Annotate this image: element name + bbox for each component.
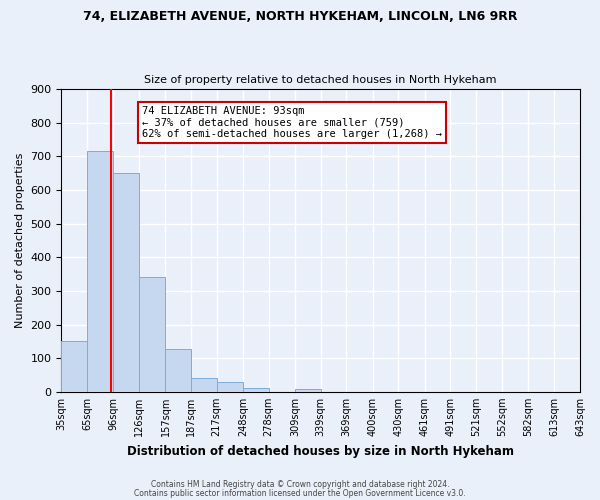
Bar [113, 173, 139, 392]
Bar [166, 348, 191, 392]
Bar [295, 389, 321, 392]
Text: 74, ELIZABETH AVENUE, NORTH HYKEHAM, LINCOLN, LN6 9RR: 74, ELIZABETH AVENUE, NORTH HYKEHAM, LIN… [83, 10, 517, 23]
Text: Contains HM Land Registry data © Crown copyright and database right 2024.: Contains HM Land Registry data © Crown c… [151, 480, 449, 489]
Bar [87, 152, 113, 392]
Bar [191, 378, 217, 392]
Text: Contains public sector information licensed under the Open Government Licence v3: Contains public sector information licen… [134, 488, 466, 498]
Text: 74 ELIZABETH AVENUE: 93sqm
← 37% of detached houses are smaller (759)
62% of sem: 74 ELIZABETH AVENUE: 93sqm ← 37% of deta… [142, 106, 442, 139]
Y-axis label: Number of detached properties: Number of detached properties [15, 152, 25, 328]
X-axis label: Distribution of detached houses by size in North Hykeham: Distribution of detached houses by size … [127, 444, 514, 458]
Bar [139, 278, 166, 392]
Bar [243, 388, 269, 392]
Bar [217, 382, 243, 392]
Title: Size of property relative to detached houses in North Hykeham: Size of property relative to detached ho… [145, 76, 497, 86]
Bar [61, 340, 87, 392]
